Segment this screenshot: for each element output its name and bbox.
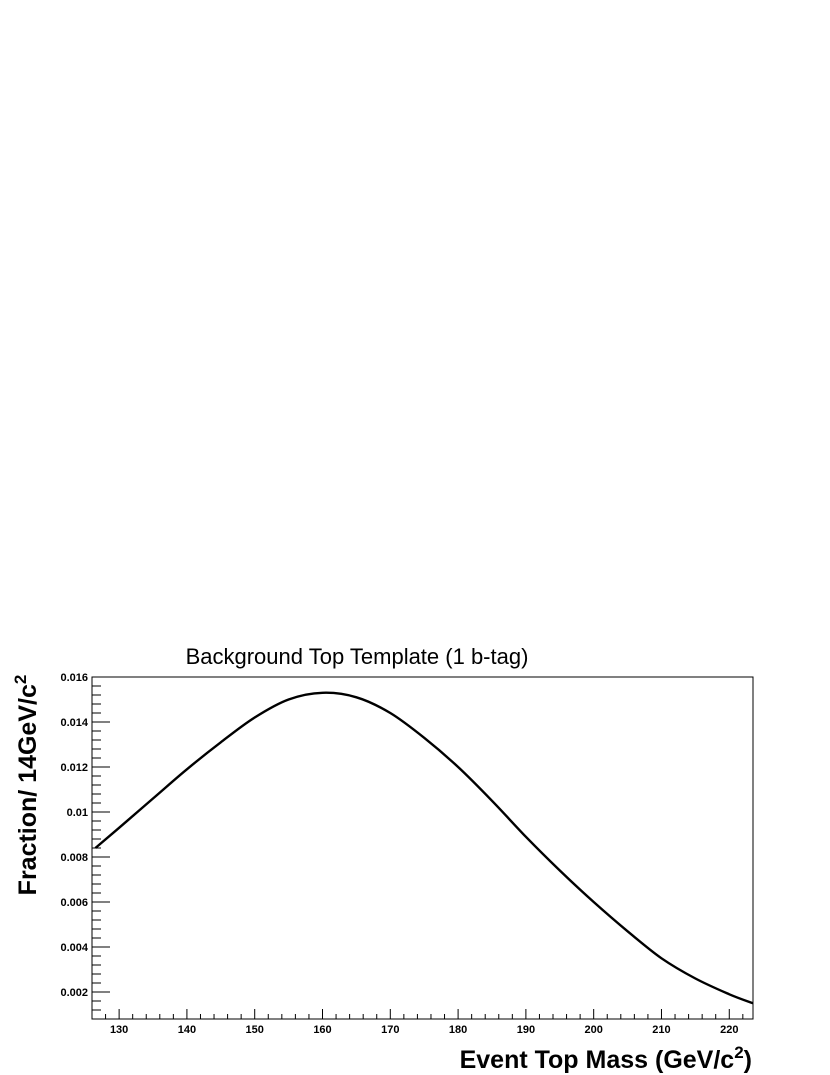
- x-tick-label: 220: [720, 1024, 738, 1036]
- x-tick-label: 130: [110, 1024, 128, 1036]
- x-tick-label: 150: [246, 1024, 264, 1036]
- y-tick-label: 0.002: [60, 987, 88, 999]
- y-tick-label: 0.006: [60, 897, 88, 909]
- y-axis-title: Fraction/ 14GeV/c2: [11, 675, 42, 896]
- x-tick-label: 170: [381, 1024, 399, 1036]
- x-tick-label: 180: [449, 1024, 467, 1036]
- y-tick-label: 0.012: [60, 762, 88, 774]
- series-curve: [94, 691, 754, 1005]
- y-tick-label: 0.014: [60, 717, 88, 729]
- x-tick-label: 200: [585, 1024, 603, 1036]
- y-tick-label: 0.008: [60, 852, 88, 864]
- x-axis: 130 140 150 160 170 180 190 200 210 220: [105, 1009, 744, 1036]
- plot-frame: [91, 676, 754, 1020]
- x-tick-label: 210: [652, 1024, 670, 1036]
- x-tick-label: 140: [178, 1024, 196, 1036]
- y-tick-label: 0.01: [67, 807, 88, 819]
- x-axis-title: Event Top Mass (GeV/c2): [460, 1043, 752, 1074]
- y-tick-label: 0.016: [60, 672, 88, 684]
- y-axis: 0.002 0.004 0.006 0.008 0.01 0.012 0.014 0.016: [60, 672, 110, 1011]
- x-tick-label: 190: [517, 1024, 535, 1036]
- x-tick-label: 160: [313, 1024, 331, 1036]
- y-tick-label: 0.004: [60, 942, 88, 954]
- chart-title: Background Top Template (1 b-tag): [186, 644, 529, 669]
